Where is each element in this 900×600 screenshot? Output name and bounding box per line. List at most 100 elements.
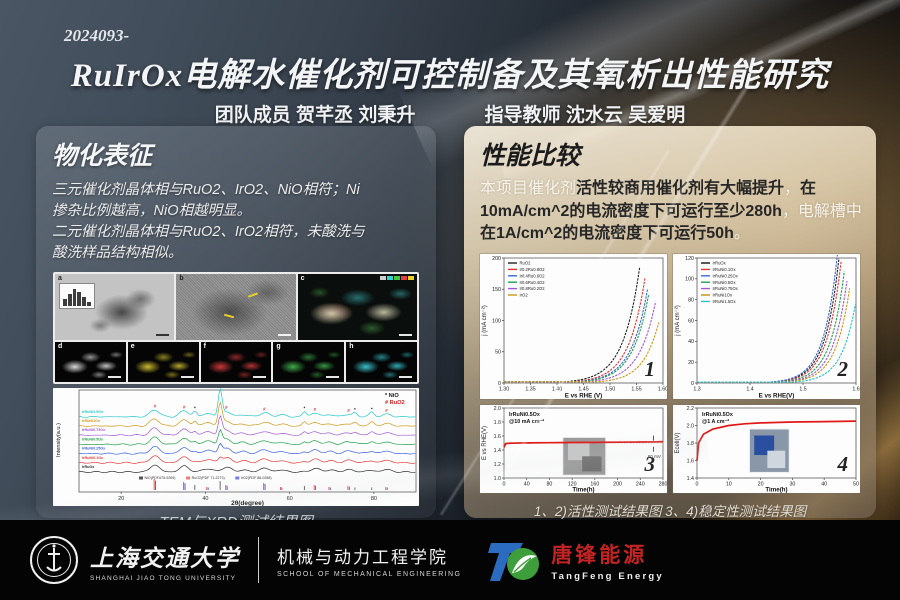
svg-text:# RuO2: # RuO2 bbox=[385, 400, 405, 406]
svg-text:IrRuNi0.75Ox: IrRuNi0.75Ox bbox=[713, 286, 739, 291]
svg-text:*: * bbox=[194, 405, 196, 410]
tem-image-h: h bbox=[346, 342, 417, 383]
svg-text:@10 mA cm⁻²: @10 mA cm⁻² bbox=[509, 419, 544, 425]
svg-text:1.8: 1.8 bbox=[687, 441, 694, 447]
svg-text:IrO2(PDF 88-0288): IrO2(PDF 88-0288) bbox=[241, 476, 272, 480]
tem-panel-label: c bbox=[300, 275, 305, 283]
svg-text:IrRuNi0.5Ox: IrRuNi0.5Ox bbox=[82, 437, 104, 441]
performance-charts: 1.30 1.35 1.40 1.45 1.50 1.55 1.60 0 50 100 150 200… bbox=[480, 254, 860, 494]
svg-text:Ir0.2Ru0.8O2: Ir0.2Ru0.8O2 bbox=[520, 267, 546, 272]
svg-text:20: 20 bbox=[118, 496, 124, 502]
svg-text:1.2: 1.2 bbox=[494, 462, 501, 468]
svg-text:E vs RHE(V): E vs RHE(V) bbox=[759, 393, 795, 400]
svg-text:80: 80 bbox=[546, 482, 552, 488]
svg-text:IrRuNi0.5Ox: IrRuNi0.5Ox bbox=[713, 280, 737, 285]
paragraph-segment: 。 bbox=[733, 225, 750, 243]
tem-panel-label: b bbox=[179, 275, 184, 283]
svg-text:IrRuNi0.75Ox: IrRuNi0.75Ox bbox=[82, 428, 106, 432]
svg-text:*: * bbox=[371, 406, 373, 411]
svg-text:IrRuNi0.1Ox: IrRuNi0.1Ox bbox=[82, 456, 104, 460]
activity-chart-1: 1.30 1.35 1.40 1.45 1.50 1.55 1.60050100150200… bbox=[480, 254, 667, 400]
svg-text:1.55: 1.55 bbox=[631, 387, 641, 393]
right-caption: 1、2)活性测试结果图 3、4)稳定性测试结果图 bbox=[533, 504, 807, 520]
svg-text:200: 200 bbox=[492, 256, 501, 262]
paragraph-segment: 活性较商用催化剂有大幅提升 bbox=[576, 180, 785, 197]
svg-text:1: 1 bbox=[645, 357, 656, 381]
svg-text:80: 80 bbox=[371, 496, 377, 502]
svg-text:IrRuNi1.5Ox: IrRuNi1.5Ox bbox=[713, 299, 737, 304]
advisors: 指导教师 沈水云 吴爱明 bbox=[484, 105, 686, 126]
svg-text:IrRuNi0.5Ox: IrRuNi0.5Ox bbox=[509, 412, 540, 418]
svg-text:0: 0 bbox=[691, 381, 694, 387]
svg-text:1.60: 1.60 bbox=[658, 387, 667, 393]
performance-panel: 性能比较 本项目催化剂活性较商用催化剂有大幅提升，在10mA/cm^2的电流密度… bbox=[464, 126, 876, 520]
tem-image-a: a bbox=[55, 274, 175, 341]
svg-text:Ecell(V): Ecell(V) bbox=[675, 433, 681, 454]
stability-chart-4: 0 10 20 30 40 50 1.4 1.6 1.8 2.0 2.2 Time(h) Ecell(V… bbox=[673, 405, 860, 494]
svg-text:100: 100 bbox=[492, 318, 501, 324]
svg-text:#: # bbox=[314, 407, 317, 412]
tem-image-d: d bbox=[55, 342, 126, 383]
tem-image-f: f bbox=[200, 342, 272, 383]
team-line: 团队成员 贺芊丞 刘秉升 指导教师 沈水云 吴爱明 bbox=[0, 100, 900, 127]
svg-text:1.6: 1.6 bbox=[687, 458, 694, 464]
team-members: 团队成员 贺芊丞 刘秉升 bbox=[214, 105, 416, 126]
svg-text:IrRuNi0.25Ox: IrRuNi0.25Ox bbox=[82, 447, 106, 451]
svg-text:* NiO: * NiO bbox=[385, 393, 399, 399]
svg-text:20: 20 bbox=[758, 482, 764, 488]
svg-text:40: 40 bbox=[524, 482, 530, 488]
paragraph-segment: 在10mA/cm^2的电流密度下可运行至少280h bbox=[480, 180, 817, 220]
paragraph-line: 二元催化剂晶体相与RuO2、IrO2相符，未酸洗与 bbox=[52, 224, 365, 241]
physchem-panel: 物化表征 三元催化剂晶体相与RuO2、IrO2、NiO相符；Ni 掺杂比例越高，… bbox=[36, 126, 436, 531]
svg-text:1.50: 1.50 bbox=[605, 387, 615, 393]
svg-text:@1 A cm⁻²: @1 A cm⁻² bbox=[702, 419, 729, 425]
paragraph-segment: 在1A/cm^2的电流密度下可运行50h bbox=[480, 225, 734, 243]
tem-figure: a b c d e f g h bbox=[53, 272, 419, 385]
paragraph-line: 三元催化剂晶体相与RuO2、IrO2、NiO相符；Ni bbox=[52, 182, 360, 198]
tangfeng-logo-icon bbox=[488, 543, 540, 581]
svg-text:Time(h): Time(h) bbox=[572, 487, 594, 494]
svg-text:1.30: 1.30 bbox=[499, 387, 509, 393]
performance-paragraph: 本项目催化剂活性较商用催化剂有大幅提升，在10mA/cm^2的电流密度下可运行至… bbox=[480, 178, 862, 246]
svg-text:NiO(PDF#75-0269): NiO(PDF#75-0269) bbox=[145, 476, 176, 480]
svg-text:IrRuNi0.25Ox: IrRuNi0.25Ox bbox=[713, 274, 739, 279]
svg-text:Ir0.4Ru0.6O2: Ir0.4Ru0.6O2 bbox=[520, 274, 546, 279]
physchem-paragraph: 三元催化剂晶体相与RuO2、IrO2、NiO相符；Ni 掺杂比例越高，NiO相越… bbox=[52, 180, 422, 264]
svg-text:100: 100 bbox=[685, 277, 694, 283]
svg-text:1.3: 1.3 bbox=[693, 387, 700, 393]
header: 2024093- RuIrOx电解水催化剂可控制备及其氧析出性能研究 团队成员 … bbox=[0, 0, 900, 127]
svg-text:1.6: 1.6 bbox=[852, 387, 859, 393]
svg-text:RuO2: RuO2 bbox=[520, 261, 532, 266]
tem-image-g: g bbox=[273, 342, 345, 383]
svg-text:IrRuNi1.5Ox: IrRuNi1.5Ox bbox=[82, 410, 104, 414]
svg-text:*: * bbox=[303, 406, 305, 411]
tem-panel-label: g bbox=[276, 343, 281, 351]
page-title: RuIrOx电解水催化剂可控制备及其氧析出性能研究 bbox=[70, 58, 830, 94]
footer-divider bbox=[258, 537, 259, 583]
activity-chart-2: 1.3 1.4 1.5 1.6 0 20 40 60 80 100 120 E vs RHE(V) j … bbox=[673, 254, 860, 400]
svg-text:j (mA cm⁻²): j (mA cm⁻²) bbox=[482, 305, 488, 337]
tem-image-e: e bbox=[127, 342, 199, 383]
svg-text:E vs RHE (V): E vs RHE (V) bbox=[565, 393, 602, 400]
svg-text:60: 60 bbox=[688, 318, 694, 324]
tangfeng-name-block: 唐锋能源 TangFeng Energy bbox=[551, 539, 664, 582]
sjtu-seal-icon bbox=[30, 536, 78, 584]
svg-text:150: 150 bbox=[492, 287, 501, 293]
stability-chart-3: 0 40 80 120 160 200 240 2801.01.21.41.61.82.0Ti… bbox=[480, 405, 667, 494]
svg-text:1.8: 1.8 bbox=[494, 420, 501, 426]
svg-text:240: 240 bbox=[636, 482, 645, 488]
sjtu-name-block: 上海交通大学 SHANGHAI JIAO TONG UNIVERSITY bbox=[90, 539, 240, 582]
svg-text:1.40: 1.40 bbox=[552, 387, 562, 393]
tem-image-b: b bbox=[176, 274, 296, 341]
school-name-block: 机械与动力工程学院 SCHOOL OF MECHANICAL ENGINEERI… bbox=[277, 543, 461, 578]
svg-text:#: # bbox=[263, 406, 266, 411]
svg-text:#: # bbox=[385, 408, 388, 413]
school-name-en: SCHOOL OF MECHANICAL ENGINEERING bbox=[277, 570, 462, 578]
xrd-chart: 20 40 60 80 2θ(degree) Intensity(a.u.) IrRuOx I… bbox=[53, 388, 419, 507]
tem-panel-label: a bbox=[58, 275, 62, 283]
svg-text:2: 2 bbox=[837, 357, 849, 381]
svg-text:Time(h): Time(h) bbox=[765, 487, 787, 494]
svg-text:*: * bbox=[354, 407, 356, 412]
svg-text:1.4: 1.4 bbox=[494, 448, 501, 454]
